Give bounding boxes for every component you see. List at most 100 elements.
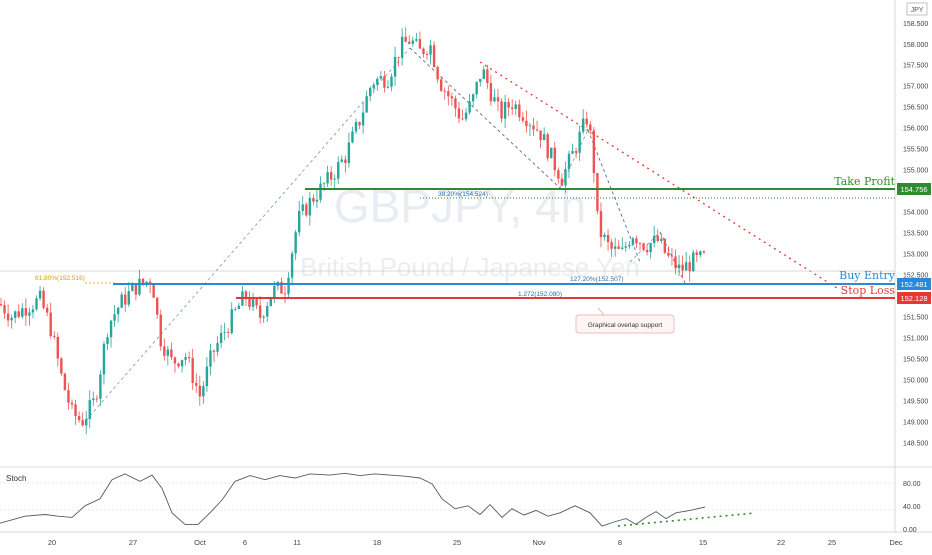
candle-body xyxy=(454,98,457,109)
fib-618-label: 61.80%(152.516) xyxy=(35,275,85,282)
price-axis-label: 158.500 xyxy=(903,21,928,28)
candle-body xyxy=(77,416,81,420)
support-callout-box xyxy=(575,314,675,334)
currency-badge-box[interactable] xyxy=(906,2,928,16)
candle-body xyxy=(120,294,123,308)
candle-body xyxy=(10,317,13,321)
candle-body xyxy=(17,311,20,317)
price-axis-label: 153.500 xyxy=(903,231,928,238)
candle-body xyxy=(14,311,17,318)
candle-body xyxy=(273,286,276,298)
candle-body xyxy=(592,130,596,174)
candle-body xyxy=(180,359,184,367)
price-axis-label: 155.500 xyxy=(903,147,928,154)
candle-body xyxy=(550,147,553,159)
price-axis-label: 151.000 xyxy=(903,336,928,343)
price-axis-label: 157.500 xyxy=(903,63,928,70)
time-axis-label: 15 xyxy=(699,538,707,547)
candle-body xyxy=(262,316,265,318)
candle-body xyxy=(468,101,471,113)
candle-body xyxy=(507,102,510,108)
candle-body xyxy=(141,278,145,284)
buy-entry-badge-box xyxy=(897,278,931,290)
candle-body xyxy=(461,118,464,120)
candle-body xyxy=(109,320,113,338)
impulse-swing-line xyxy=(81,47,411,426)
candle-body xyxy=(596,173,599,212)
candle-body xyxy=(688,262,691,272)
price-axis-label: 150.000 xyxy=(903,377,928,384)
candle-body xyxy=(376,78,379,85)
candle-body xyxy=(479,78,482,82)
candle-body xyxy=(589,124,592,131)
candle-body xyxy=(425,54,429,55)
take-profit-label: Take Profit xyxy=(834,175,895,188)
candle-body xyxy=(635,238,638,244)
candle-body xyxy=(134,283,138,295)
currency-badge[interactable]: JPY xyxy=(911,7,924,14)
candle-body xyxy=(450,96,454,99)
price-axis-label: 148.500 xyxy=(903,440,928,447)
candle-body xyxy=(305,204,308,216)
candle-body xyxy=(269,297,272,307)
candle-body xyxy=(312,198,315,202)
candle-body xyxy=(124,294,127,305)
candle-body xyxy=(397,56,400,58)
candle-body xyxy=(290,253,294,278)
candle-body xyxy=(667,252,670,256)
time-axis-label: 18 xyxy=(373,538,381,547)
candle-body xyxy=(574,151,578,153)
time-axis-label: 27 xyxy=(129,538,137,547)
candle-body xyxy=(649,243,652,253)
candle-body xyxy=(152,284,155,298)
stoch-line xyxy=(0,472,706,527)
candle-body xyxy=(227,332,230,334)
watermark-name: British Pound / Japanese Yen xyxy=(300,252,640,282)
candle-body xyxy=(166,349,170,356)
candle-body xyxy=(518,104,521,118)
descending-trendline xyxy=(479,61,841,291)
fib-1272-b-label: 1.272(152.080) xyxy=(518,291,562,298)
candle-body xyxy=(656,235,659,242)
candle-body xyxy=(24,308,28,316)
candle-body xyxy=(67,390,70,403)
candle-body xyxy=(645,249,649,253)
candle-body xyxy=(219,332,223,344)
candle-body xyxy=(383,76,386,88)
retrace-swing-line-4 xyxy=(629,231,661,263)
time-axis-label: Nov xyxy=(532,538,546,547)
candle-body xyxy=(521,117,525,121)
stoch-axis-label: 0.00 xyxy=(903,527,917,534)
candle-body xyxy=(653,235,656,244)
candle-body xyxy=(418,39,422,49)
take-profit-badge-box xyxy=(897,183,931,195)
candle-body xyxy=(156,297,159,315)
candle-body xyxy=(21,308,24,317)
stop-loss-label: Stop Loss xyxy=(841,284,896,297)
candle-body xyxy=(102,343,106,375)
candle-body xyxy=(482,69,485,79)
candle-body xyxy=(244,291,248,299)
candle-body xyxy=(663,238,667,253)
candle-body xyxy=(42,290,45,308)
stoch-axis-label: 40.00 xyxy=(903,504,921,511)
price-axis-label: 154.000 xyxy=(903,210,928,217)
candle-body xyxy=(464,112,468,120)
candle-body xyxy=(365,96,368,113)
candle-body xyxy=(489,83,493,102)
candle-body xyxy=(578,131,581,153)
price-axis-label: 152.500 xyxy=(903,273,928,280)
candle-body xyxy=(170,349,173,358)
stoch-divergence-line xyxy=(617,512,756,527)
candle-body xyxy=(70,402,74,405)
candle-body xyxy=(63,373,67,391)
candle-body xyxy=(337,161,340,179)
candle-body xyxy=(699,251,702,256)
candle-body xyxy=(202,386,205,397)
candle-body xyxy=(613,246,617,249)
candle-body xyxy=(99,374,102,399)
candle-body xyxy=(514,104,517,109)
candle-body xyxy=(535,129,539,131)
